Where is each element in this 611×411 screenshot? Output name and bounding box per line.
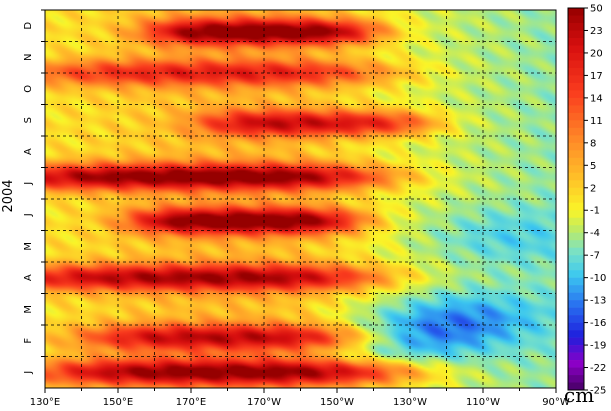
- colorbar-swatch: [568, 67, 584, 76]
- y-tick-label: A: [23, 274, 34, 281]
- colorbar-swatch: [568, 60, 584, 69]
- y-tick-label: N: [23, 54, 34, 61]
- y-tick-label: S: [23, 117, 34, 123]
- x-tick-label: 110°W: [466, 397, 500, 408]
- colorbar-swatch: [568, 225, 584, 234]
- colorbar-tick-label: 11: [590, 116, 603, 127]
- colorbar-swatch: [568, 322, 584, 331]
- colorbar-swatch: [568, 172, 584, 181]
- colorbar-swatch: [568, 292, 584, 301]
- colorbar-swatch: [568, 120, 584, 129]
- colorbar-swatch: [568, 315, 584, 323]
- x-tick-label: 130°E: [30, 397, 60, 408]
- colorbar-swatch: [568, 270, 584, 278]
- colorbar-swatch: [568, 382, 584, 391]
- colorbar-swatch: [568, 195, 584, 204]
- year-label: 2004: [1, 179, 16, 212]
- colorbar-swatch: [568, 30, 584, 39]
- colorbar: 50 23 20 17 14 11 8 5 2 -1 -4 -7 -10 -13 -16 -19 -22 -25: [567, 4, 606, 397]
- colorbar-swatch: [568, 157, 584, 166]
- colorbar-swatch: [568, 97, 584, 106]
- colorbar-swatch: [568, 75, 584, 84]
- colorbar-swatch: [568, 52, 584, 61]
- grid-lines: [45, 10, 556, 388]
- colorbar-swatch: [568, 367, 584, 376]
- colorbar-swatch: [568, 45, 584, 54]
- colorbar-tick-label: 14: [590, 93, 603, 104]
- colorbar-tick-label: 8: [590, 138, 596, 149]
- x-axis: 130°E 150°E 170°E 170°W 150°W 130°W 110°W 90°W: [30, 388, 570, 408]
- colorbar-swatch: [568, 285, 584, 293]
- colorbar-swatch: [568, 360, 584, 368]
- colorbar-unit: cm: [564, 383, 594, 407]
- colorbar-tick-label: 50: [590, 4, 603, 15]
- x-tick-label: 170°W: [247, 397, 281, 408]
- colorbar-tick-label: -13: [590, 296, 606, 307]
- colorbar-tick-label: 17: [590, 71, 603, 82]
- x-tick-label: 170°E: [176, 397, 206, 408]
- colorbar-swatch: [568, 352, 584, 361]
- colorbar-swatch: [568, 375, 584, 383]
- colorbar-swatch: [568, 105, 584, 114]
- colorbar-swatch: [568, 240, 584, 248]
- colorbar-swatch: [568, 37, 584, 46]
- colorbar-swatch: [568, 262, 584, 271]
- colorbar-tick-label: -4: [590, 228, 600, 239]
- y-tick-label: O: [23, 85, 34, 93]
- colorbar-frame: [567, 7, 585, 391]
- x-tick-label: 150°W: [320, 397, 354, 408]
- colorbar-swatch: [568, 22, 584, 31]
- x-tick-label: 90°W: [542, 397, 570, 408]
- colorbar-swatch: [568, 255, 584, 263]
- colorbar-tick-label: -1: [590, 206, 600, 217]
- colorbar-swatch: [568, 247, 584, 256]
- colorbar-tick-label: 5: [590, 161, 596, 172]
- colorbar-swatch: [568, 330, 584, 338]
- y-tick-label: A: [23, 148, 34, 155]
- colorbar-swatch: [568, 202, 584, 211]
- colorbar-tick-label: -22: [590, 363, 606, 374]
- y-tick-label: J: [23, 371, 34, 375]
- colorbar-tick-label: 2: [590, 183, 596, 194]
- y-tick-label: F: [23, 338, 34, 344]
- colorbar-swatch: [568, 150, 584, 159]
- y-axis: J F M A M J J A S O N D: [23, 9, 45, 375]
- colorbar-swatch: [568, 187, 584, 196]
- colorbar-tick-label: 20: [590, 48, 603, 59]
- colorbar-swatch: [568, 180, 584, 189]
- y-tick-label: J: [23, 213, 34, 217]
- y-tick-label: M: [23, 305, 34, 314]
- colorbar-swatch: [568, 15, 584, 24]
- colorbar-swatch: [568, 277, 584, 286]
- colorbar-tick-label: -19: [590, 341, 606, 352]
- colorbar-tick-label: -10: [590, 273, 606, 284]
- colorbar-tick-label: -7: [590, 251, 600, 262]
- colorbar-tick-label: -16: [590, 318, 606, 329]
- colorbar-swatch: [568, 337, 584, 346]
- colorbar-tick-label: -25: [590, 386, 606, 397]
- colorbar-tick-label: 23: [590, 26, 603, 37]
- colorbar-swatch: [568, 112, 584, 121]
- colorbar-swatch: [568, 8, 584, 16]
- x-tick-label: 130°W: [393, 397, 427, 408]
- colorbar-swatch: [568, 217, 584, 226]
- colorbar-swatch: [568, 307, 584, 316]
- y-tick-label: J: [23, 182, 34, 186]
- x-tick-label: 150°E: [103, 397, 133, 408]
- colorbar-swatch: [568, 142, 584, 151]
- colorbar-swatch: [568, 300, 584, 308]
- colorbar-swatch: [568, 210, 584, 219]
- colorbar-swatch: [568, 135, 584, 144]
- y-tick-label: M: [23, 242, 34, 251]
- colorbar-swatch: [568, 82, 584, 91]
- colorbar-swatch: [568, 165, 584, 174]
- colorbar-swatch: [568, 127, 584, 136]
- colorbar-swatch: [568, 90, 584, 99]
- colorbar-swatch: [568, 232, 584, 241]
- colorbar-swatch: [568, 345, 584, 353]
- y-tick-label: D: [23, 22, 34, 30]
